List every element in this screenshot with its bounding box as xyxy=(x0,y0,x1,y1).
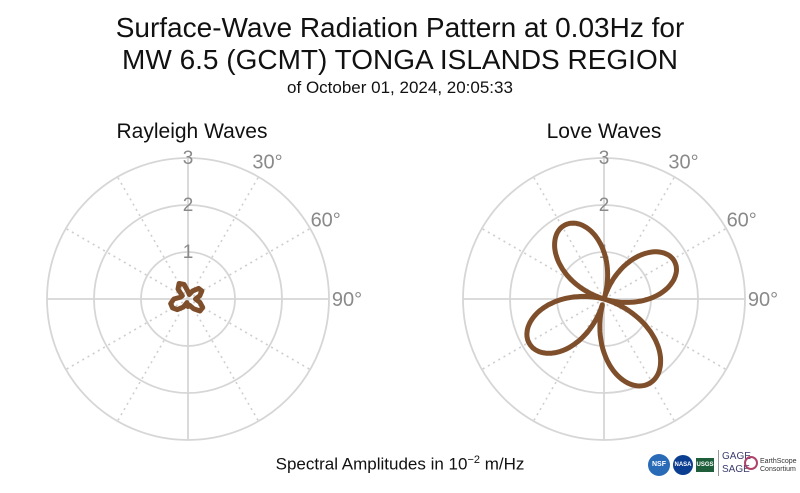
rayleigh-rtick-2: 2 xyxy=(183,195,194,216)
rayleigh-rtick-1: 1 xyxy=(183,242,194,263)
rayleigh-spoke-120 xyxy=(187,298,311,371)
footer-prefix: Spectral Amplitudes in 10 xyxy=(275,454,468,474)
love-radiation-curve xyxy=(524,220,679,389)
footer-exponent: −2 xyxy=(467,454,480,466)
love-angle-label-90: 90° xyxy=(748,289,778,311)
chart-title-line1: Surface-Wave Radiation Pattern at 0.03Hz… xyxy=(115,12,685,43)
rayleigh-angle-label-90: 90° xyxy=(332,289,362,311)
rayleigh-spoke-210 xyxy=(116,298,189,422)
consortium-text: Consortium xyxy=(760,466,796,473)
rayleigh-angle-label-30: 30° xyxy=(252,151,282,173)
rayleigh-spoke-330 xyxy=(116,176,189,300)
earthscope-logo: EarthScope Consortium xyxy=(744,454,797,480)
earthscope-mark-icon xyxy=(744,456,758,470)
sage-text: SAGE xyxy=(722,464,750,475)
rayleigh-spoke-30 xyxy=(187,176,260,300)
rayleigh-rtick-3: 3 xyxy=(183,148,194,169)
nsf-logo: NSF xyxy=(648,454,670,476)
gage-text: GAGE xyxy=(722,451,751,462)
footer-suffix: m/Hz xyxy=(480,454,525,474)
rayleigh-spoke-60 xyxy=(187,227,311,300)
love-rtick-3: 3 xyxy=(599,148,610,169)
nasa-logo: NASA xyxy=(673,455,693,475)
love-angle-label-60: 60° xyxy=(727,210,757,232)
usgs-logo: USGS xyxy=(696,458,714,472)
love-angle-label-30: 30° xyxy=(668,151,698,173)
rayleigh-spoke-150 xyxy=(187,298,260,422)
rayleigh-ring-1 xyxy=(140,251,236,347)
rayleigh-ring-3 xyxy=(46,157,330,441)
rayleigh-radiation-curve xyxy=(168,281,206,314)
love-ring-2 xyxy=(509,204,699,394)
rayleigh-ring-2 xyxy=(93,204,283,394)
footer-units: Spectral Amplitudes in 10−2 m/Hz xyxy=(0,454,800,475)
sponsor-logos: NSF NASA USGS GAGE SAGE EarthScope Conso… xyxy=(648,448,797,486)
chart-subtitle: of October 01, 2024, 20:05:33 xyxy=(287,78,513,97)
love-rtick-2: 2 xyxy=(599,195,610,216)
love-panel-title: Love Waves xyxy=(546,120,662,143)
gage-sage-logo: GAGE SAGE xyxy=(718,450,751,476)
chart-title-line2: MW 6.5 (GCMT) TONGA ISLANDS REGION xyxy=(122,44,678,75)
rayleigh-spoke-240 xyxy=(65,298,189,371)
earthscope-text: EarthScope xyxy=(760,458,797,465)
love-ring-3 xyxy=(462,157,746,441)
rayleigh-panel-title: Rayleigh Waves xyxy=(116,120,268,143)
rayleigh-angle-label-60: 60° xyxy=(311,210,341,232)
love-spoke-210 xyxy=(532,298,605,422)
rayleigh-spoke-300 xyxy=(65,227,189,300)
